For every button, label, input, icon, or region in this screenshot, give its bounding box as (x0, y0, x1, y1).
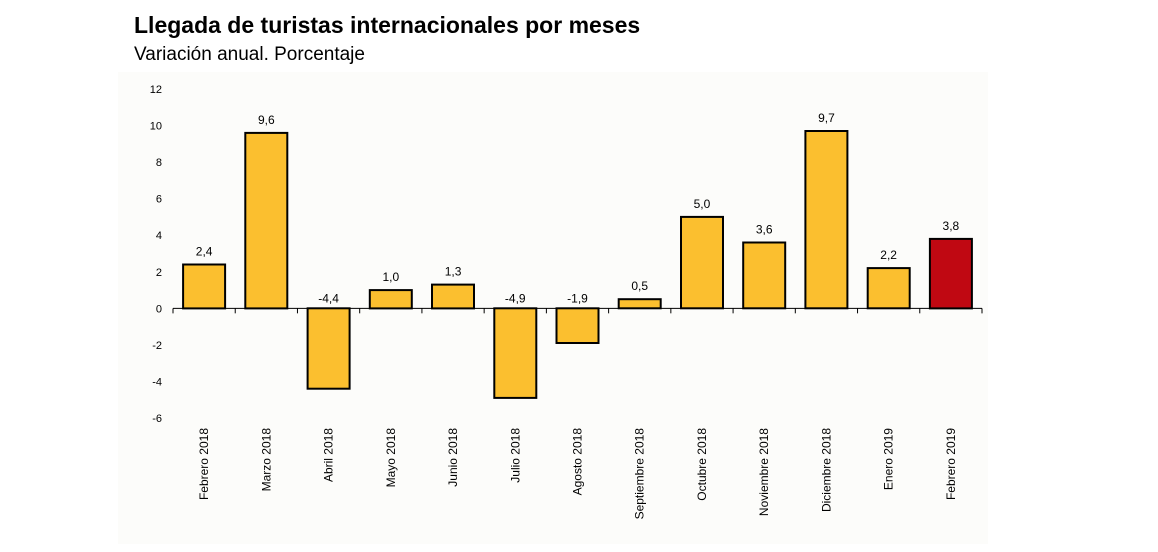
x-category-label: Octubre 2018 (695, 428, 709, 501)
data-label: 2,2 (880, 248, 897, 262)
bar (617, 298, 662, 310)
x-category-label: Septiembre 2018 (633, 428, 647, 520)
data-label: 2,4 (196, 244, 213, 258)
x-category-label: Junio 2018 (446, 428, 460, 487)
data-label: 1,3 (445, 265, 462, 279)
data-label: -1,9 (567, 291, 588, 305)
y-tick-label: -2 (152, 340, 162, 352)
y-tick-label: 10 (150, 121, 162, 133)
data-label: 3,6 (756, 223, 773, 237)
y-tick-label: 4 (156, 230, 162, 242)
x-category-label: Agosto 2018 (571, 428, 585, 496)
bar (244, 131, 289, 310)
bar (368, 289, 413, 310)
y-tick-label: -4 (152, 376, 162, 388)
bar (306, 307, 351, 390)
data-label: 5,0 (694, 197, 711, 211)
y-tick-label: 2 (156, 267, 162, 279)
bar (928, 237, 973, 310)
x-category-label: Julio 2018 (508, 428, 522, 483)
bar (431, 283, 475, 310)
y-tick-label: 12 (150, 84, 162, 96)
bar (804, 130, 849, 310)
data-label: -4,4 (318, 291, 339, 305)
bar (742, 241, 787, 310)
y-tick-label: -6 (152, 413, 162, 425)
x-category-label: Febrero 2018 (197, 428, 211, 500)
data-label: 9,6 (258, 113, 275, 127)
x-category-label: Noviembre 2018 (757, 428, 771, 516)
x-category-label: Febrero 2019 (944, 428, 958, 500)
x-category-label: Mayo 2018 (384, 428, 398, 488)
y-tick-label: 8 (156, 157, 162, 169)
x-category-label: Abril 2018 (322, 428, 336, 482)
x-category-label: Diciembre 2018 (819, 428, 833, 512)
x-category-label: Enero 2019 (882, 428, 896, 490)
bar (680, 215, 724, 310)
data-label: 9,7 (818, 111, 835, 125)
data-label: 0,5 (631, 279, 648, 293)
chart-title: Llegada de turistas internacionales por … (134, 12, 641, 38)
chart-subtitle: Variación anual. Porcentaje (134, 44, 365, 65)
y-tick-label: 0 (156, 303, 162, 315)
bar (182, 263, 227, 310)
x-category-label: Marzo 2018 (259, 428, 273, 492)
bar (493, 307, 538, 399)
data-label: 3,8 (943, 219, 960, 233)
bar (555, 307, 600, 344)
data-label: -4,9 (505, 291, 526, 305)
bar (866, 267, 911, 310)
y-tick-label: 6 (156, 194, 162, 206)
data-label: 1,0 (382, 270, 399, 284)
